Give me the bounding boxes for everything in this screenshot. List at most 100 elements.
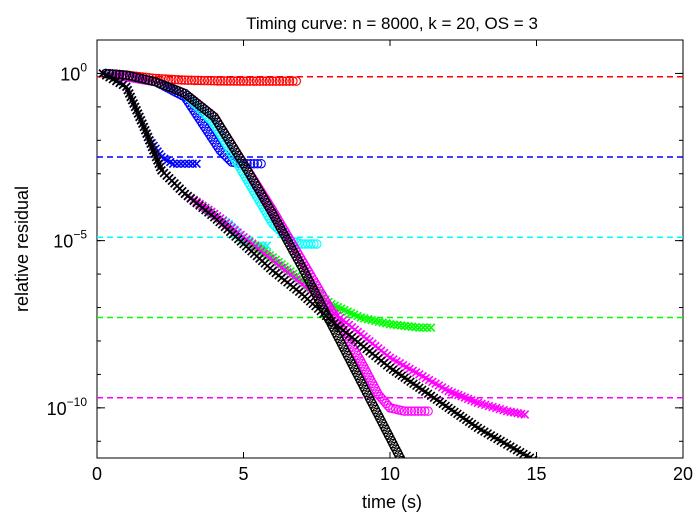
data-point <box>256 189 267 200</box>
data-point <box>206 132 217 142</box>
data-point <box>107 69 118 79</box>
data-point <box>621 504 629 512</box>
data-point <box>399 406 410 416</box>
data-point <box>195 116 206 126</box>
data-point <box>243 167 254 177</box>
data-point <box>433 508 441 516</box>
series-circle-00ffff <box>101 68 322 249</box>
data-point <box>402 465 410 473</box>
data-point <box>582 485 590 493</box>
data-point <box>186 75 197 86</box>
data-point <box>416 406 427 416</box>
data-point <box>264 76 275 86</box>
data-point <box>428 505 436 513</box>
data-point <box>399 459 407 467</box>
data-point <box>418 323 428 332</box>
data-point <box>114 69 125 80</box>
data-point <box>351 347 361 358</box>
data-point <box>400 462 408 470</box>
data-point <box>585 487 593 495</box>
data-point <box>403 468 411 476</box>
data-point <box>411 482 419 490</box>
data-point <box>274 76 285 86</box>
data-point <box>218 125 228 136</box>
data-point <box>604 497 612 505</box>
data-point <box>188 159 198 169</box>
data-point <box>235 76 245 86</box>
data-point <box>562 474 570 482</box>
y-tick-label-base: 10 <box>53 232 73 252</box>
data-point <box>209 76 219 86</box>
x-tick-label: 0 <box>92 464 102 484</box>
data-point <box>256 158 266 169</box>
data-point <box>154 73 164 84</box>
data-point <box>397 455 406 458</box>
y-tick-label-base: 10 <box>60 64 80 84</box>
data-point <box>406 406 417 416</box>
data-point <box>306 239 316 249</box>
data-point <box>441 510 449 516</box>
data-point <box>215 76 226 86</box>
x-tick-label: 20 <box>673 464 693 484</box>
data-point <box>528 455 538 458</box>
data-point <box>176 75 187 85</box>
data-point <box>225 76 236 86</box>
y-tick-label-base: 10 <box>47 399 67 419</box>
data-point <box>628 507 636 515</box>
data-point <box>204 129 215 140</box>
data-point <box>242 76 252 86</box>
data-point <box>245 76 255 86</box>
data-point <box>288 76 298 86</box>
data-point <box>246 172 257 183</box>
data-point <box>601 495 609 503</box>
data-point <box>448 511 456 516</box>
data-point <box>170 74 180 85</box>
data-point <box>624 506 632 514</box>
y-tick-label-exponent: 0 <box>80 60 87 74</box>
data-point <box>248 175 259 186</box>
data-point <box>635 510 643 516</box>
data-point <box>598 494 606 502</box>
data-point <box>470 511 478 516</box>
data-point <box>249 158 259 169</box>
data-point <box>118 70 128 80</box>
data-point <box>219 76 229 86</box>
data-point <box>184 159 194 169</box>
x-tick-label: 10 <box>380 464 400 484</box>
data-point <box>261 76 272 86</box>
data-point <box>578 484 586 492</box>
data-point <box>237 156 247 166</box>
data-point <box>255 186 265 197</box>
data-point <box>595 492 603 500</box>
data-point <box>183 75 193 85</box>
data-point <box>409 406 420 416</box>
data-point <box>419 406 430 416</box>
data-point <box>444 511 452 516</box>
data-point <box>451 511 459 516</box>
data-point <box>232 76 242 86</box>
series-x-000000 <box>98 69 654 516</box>
data-point <box>180 159 190 169</box>
plot-frame <box>96 39 684 459</box>
data-point <box>245 170 255 180</box>
data-point <box>608 498 616 506</box>
data-point <box>206 75 216 86</box>
data-point <box>212 117 223 128</box>
data-point <box>646 511 654 516</box>
data-point <box>291 76 301 86</box>
series-circle-000000 <box>101 68 478 516</box>
data-point <box>231 147 242 158</box>
data-point <box>278 76 288 86</box>
data-point <box>552 469 560 477</box>
data-point <box>214 120 225 130</box>
y-tick-label-exponent: −10 <box>67 395 88 409</box>
data-point <box>457 511 465 516</box>
data-point <box>209 112 219 122</box>
data-point <box>423 406 433 416</box>
data-point <box>226 139 237 150</box>
data-point <box>405 471 413 479</box>
data-point <box>230 145 240 155</box>
y-tick-label-exponent: −5 <box>73 228 87 242</box>
data-point <box>261 197 272 208</box>
